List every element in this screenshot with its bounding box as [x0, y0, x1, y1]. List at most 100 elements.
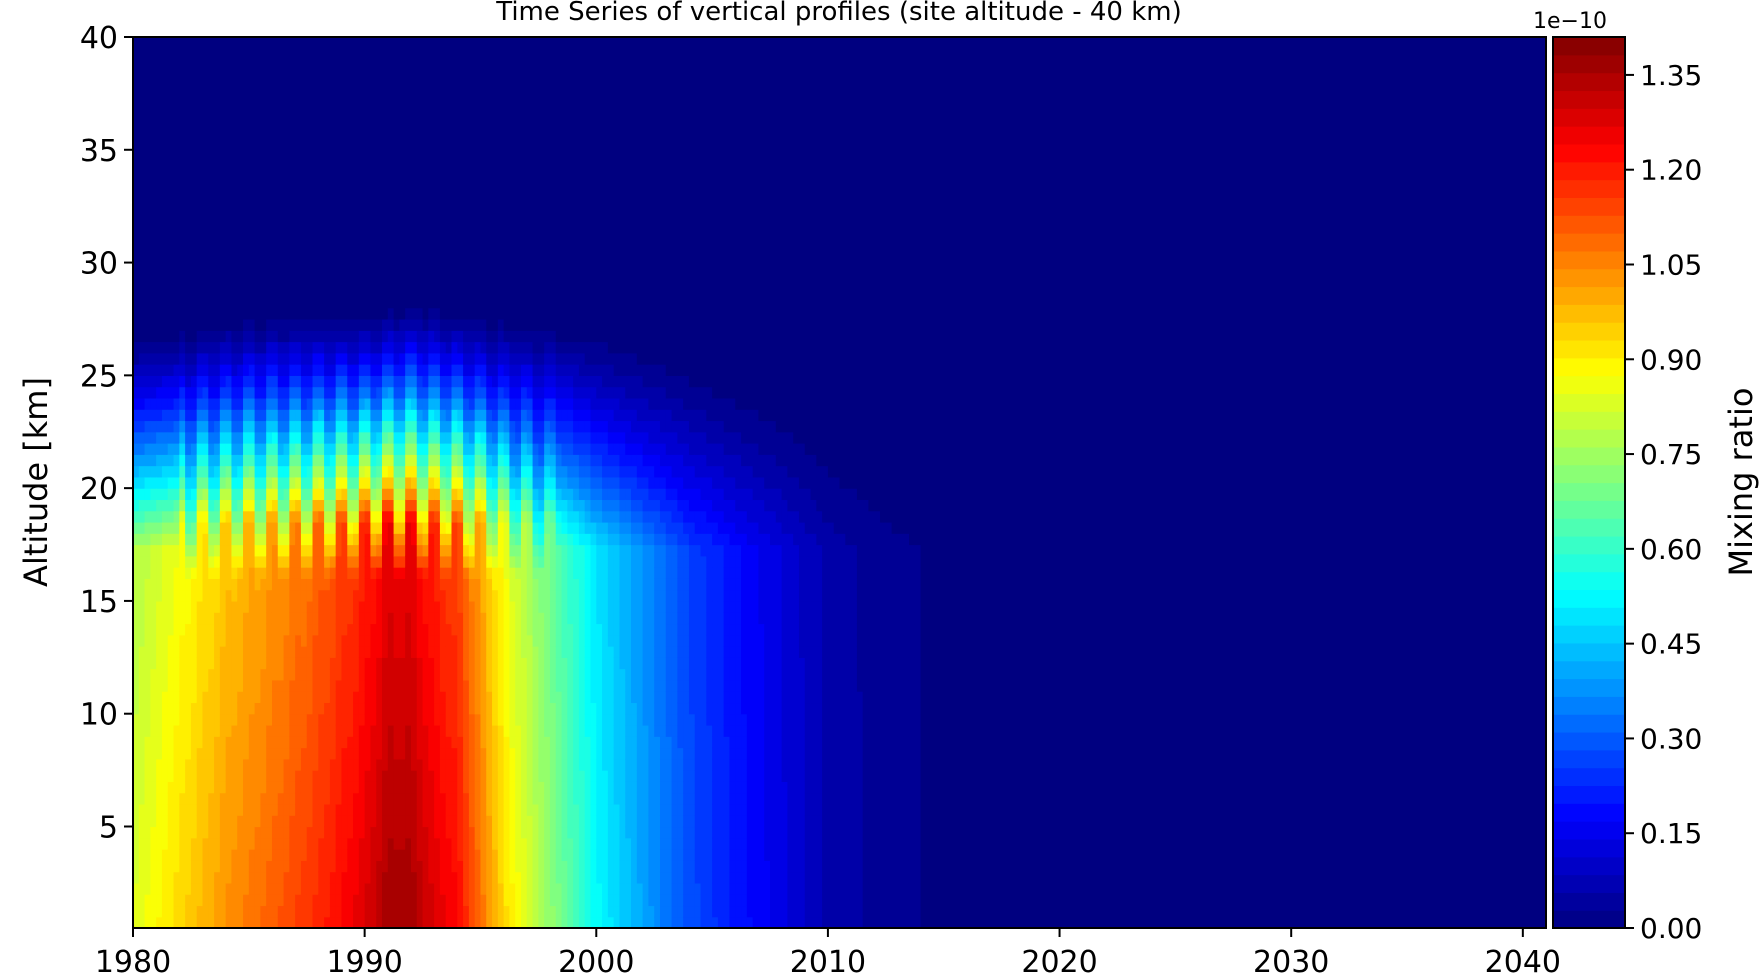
heatmap-cell [399, 37, 406, 49]
heatmap-cell [474, 454, 482, 467]
heatmap-cell [248, 488, 256, 501]
heatmap-cell [190, 488, 198, 501]
heatmap-cell [150, 172, 157, 185]
heatmap-cell [214, 555, 221, 568]
heatmap-cell [382, 443, 389, 455]
heatmap-cell [312, 149, 319, 162]
heatmap-cell [416, 285, 424, 298]
heatmap-cell [133, 634, 140, 647]
heatmap-cell [208, 409, 215, 422]
heatmap-cell [376, 127, 383, 140]
heatmap-cell [457, 228, 464, 241]
heatmap-cell [486, 149, 493, 162]
heatmap-cell [150, 860, 157, 873]
heatmap-cell [416, 262, 424, 275]
heatmap-cell [387, 781, 395, 794]
heatmap-cell [144, 803, 151, 816]
heatmap-cell [260, 37, 267, 49]
heatmap-cell [410, 837, 418, 850]
heatmap-cell [480, 589, 487, 602]
heatmap-cell [271, 882, 279, 895]
heatmap-cell [324, 37, 331, 49]
heatmap-cell [492, 161, 499, 173]
heatmap-cell [416, 612, 424, 625]
heatmap-cell [150, 161, 157, 173]
heatmap-cell [492, 657, 499, 670]
heatmap-cell [277, 240, 285, 252]
heatmap-cell [185, 871, 192, 884]
heatmap-cell [393, 871, 400, 884]
heatmap-cell [324, 781, 331, 794]
heatmap-cell [353, 724, 360, 737]
heatmap-cell [196, 115, 204, 128]
heatmap-cell [179, 330, 186, 343]
heatmap-cell [254, 251, 261, 264]
heatmap-cell [486, 826, 493, 839]
heatmap-cell [439, 905, 447, 918]
heatmap-cell [225, 860, 233, 873]
heatmap-cell [387, 341, 395, 354]
heatmap-cell [497, 770, 505, 782]
heatmap-cell [318, 206, 325, 219]
heatmap-cell [393, 691, 400, 704]
heatmap-cell [300, 318, 308, 331]
heatmap-cell [185, 476, 192, 489]
heatmap-cell [364, 634, 372, 647]
heatmap-cell [202, 612, 209, 625]
heatmap-cell [260, 217, 267, 230]
heatmap-cell [254, 916, 261, 928]
heatmap-cell [214, 206, 221, 219]
heatmap-cell [283, 82, 290, 94]
heatmap-cell [451, 849, 458, 861]
heatmap-cell [370, 149, 377, 162]
heatmap-cell [428, 431, 435, 444]
heatmap-cell [474, 48, 482, 61]
heatmap-cell [271, 521, 279, 534]
heatmap-cell [196, 849, 204, 861]
heatmap-cell [312, 397, 319, 410]
heatmap-cell [179, 409, 186, 422]
heatmap-cell [353, 623, 360, 636]
heatmap-cell [387, 544, 395, 557]
heatmap-cell [358, 217, 366, 230]
heatmap-cell [468, 499, 476, 512]
heatmap-cell [410, 217, 418, 230]
heatmap-cell [161, 826, 169, 839]
heatmap-cell [324, 285, 331, 298]
heatmap-cell [324, 894, 331, 907]
heatmap-cell [468, 228, 476, 241]
heatmap-cell [451, 713, 458, 726]
heatmap-cell [434, 882, 441, 895]
heatmap-cell [190, 59, 198, 72]
heatmap-cell [434, 228, 441, 241]
heatmap-cell [237, 420, 244, 433]
heatmap-cell [161, 82, 169, 94]
heatmap-cell [161, 792, 169, 805]
heatmap-cell [463, 736, 470, 749]
heatmap-cell [179, 375, 186, 388]
heatmap-cell [173, 724, 180, 737]
heatmap-cell [260, 386, 267, 399]
heatmap-cell [150, 871, 157, 884]
heatmap-cell [486, 217, 493, 230]
heatmap-cell [237, 567, 244, 579]
heatmap-cell [399, 792, 406, 805]
heatmap-cell [179, 262, 186, 275]
heatmap-cell [237, 318, 244, 331]
heatmap-cell [492, 510, 499, 523]
heatmap-cell [329, 93, 337, 106]
heatmap-cell [295, 905, 302, 918]
heatmap-cell [190, 713, 198, 726]
heatmap-cell [393, 307, 400, 320]
heatmap-cell [451, 149, 458, 162]
heatmap-cell [405, 691, 412, 704]
heatmap-cell [271, 285, 279, 298]
heatmap-cell [150, 882, 157, 895]
heatmap-cell [300, 228, 308, 241]
heatmap-cell [254, 589, 261, 602]
heatmap-cell [382, 894, 389, 907]
heatmap-cell [399, 702, 406, 715]
heatmap-cell [335, 104, 343, 117]
heatmap-cell [393, 736, 400, 749]
